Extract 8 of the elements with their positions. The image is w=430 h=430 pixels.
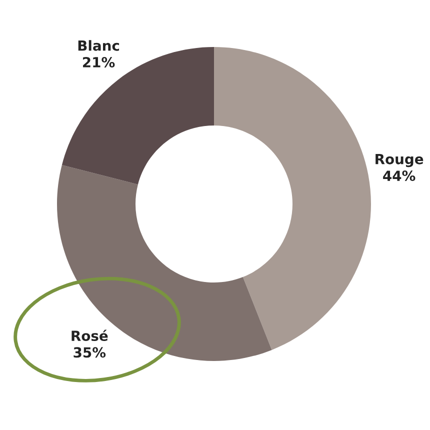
donut-slice bbox=[214, 47, 371, 350]
data-label: 21% bbox=[83, 56, 115, 68]
donut-slice bbox=[57, 164, 272, 361]
data-label: 35% bbox=[74, 347, 106, 358]
slice-label: Blanc bbox=[78, 40, 120, 51]
slice-label: Rouge bbox=[376, 154, 424, 168]
data-label: 44% bbox=[383, 170, 416, 182]
slice-label: Rosé bbox=[72, 330, 108, 342]
